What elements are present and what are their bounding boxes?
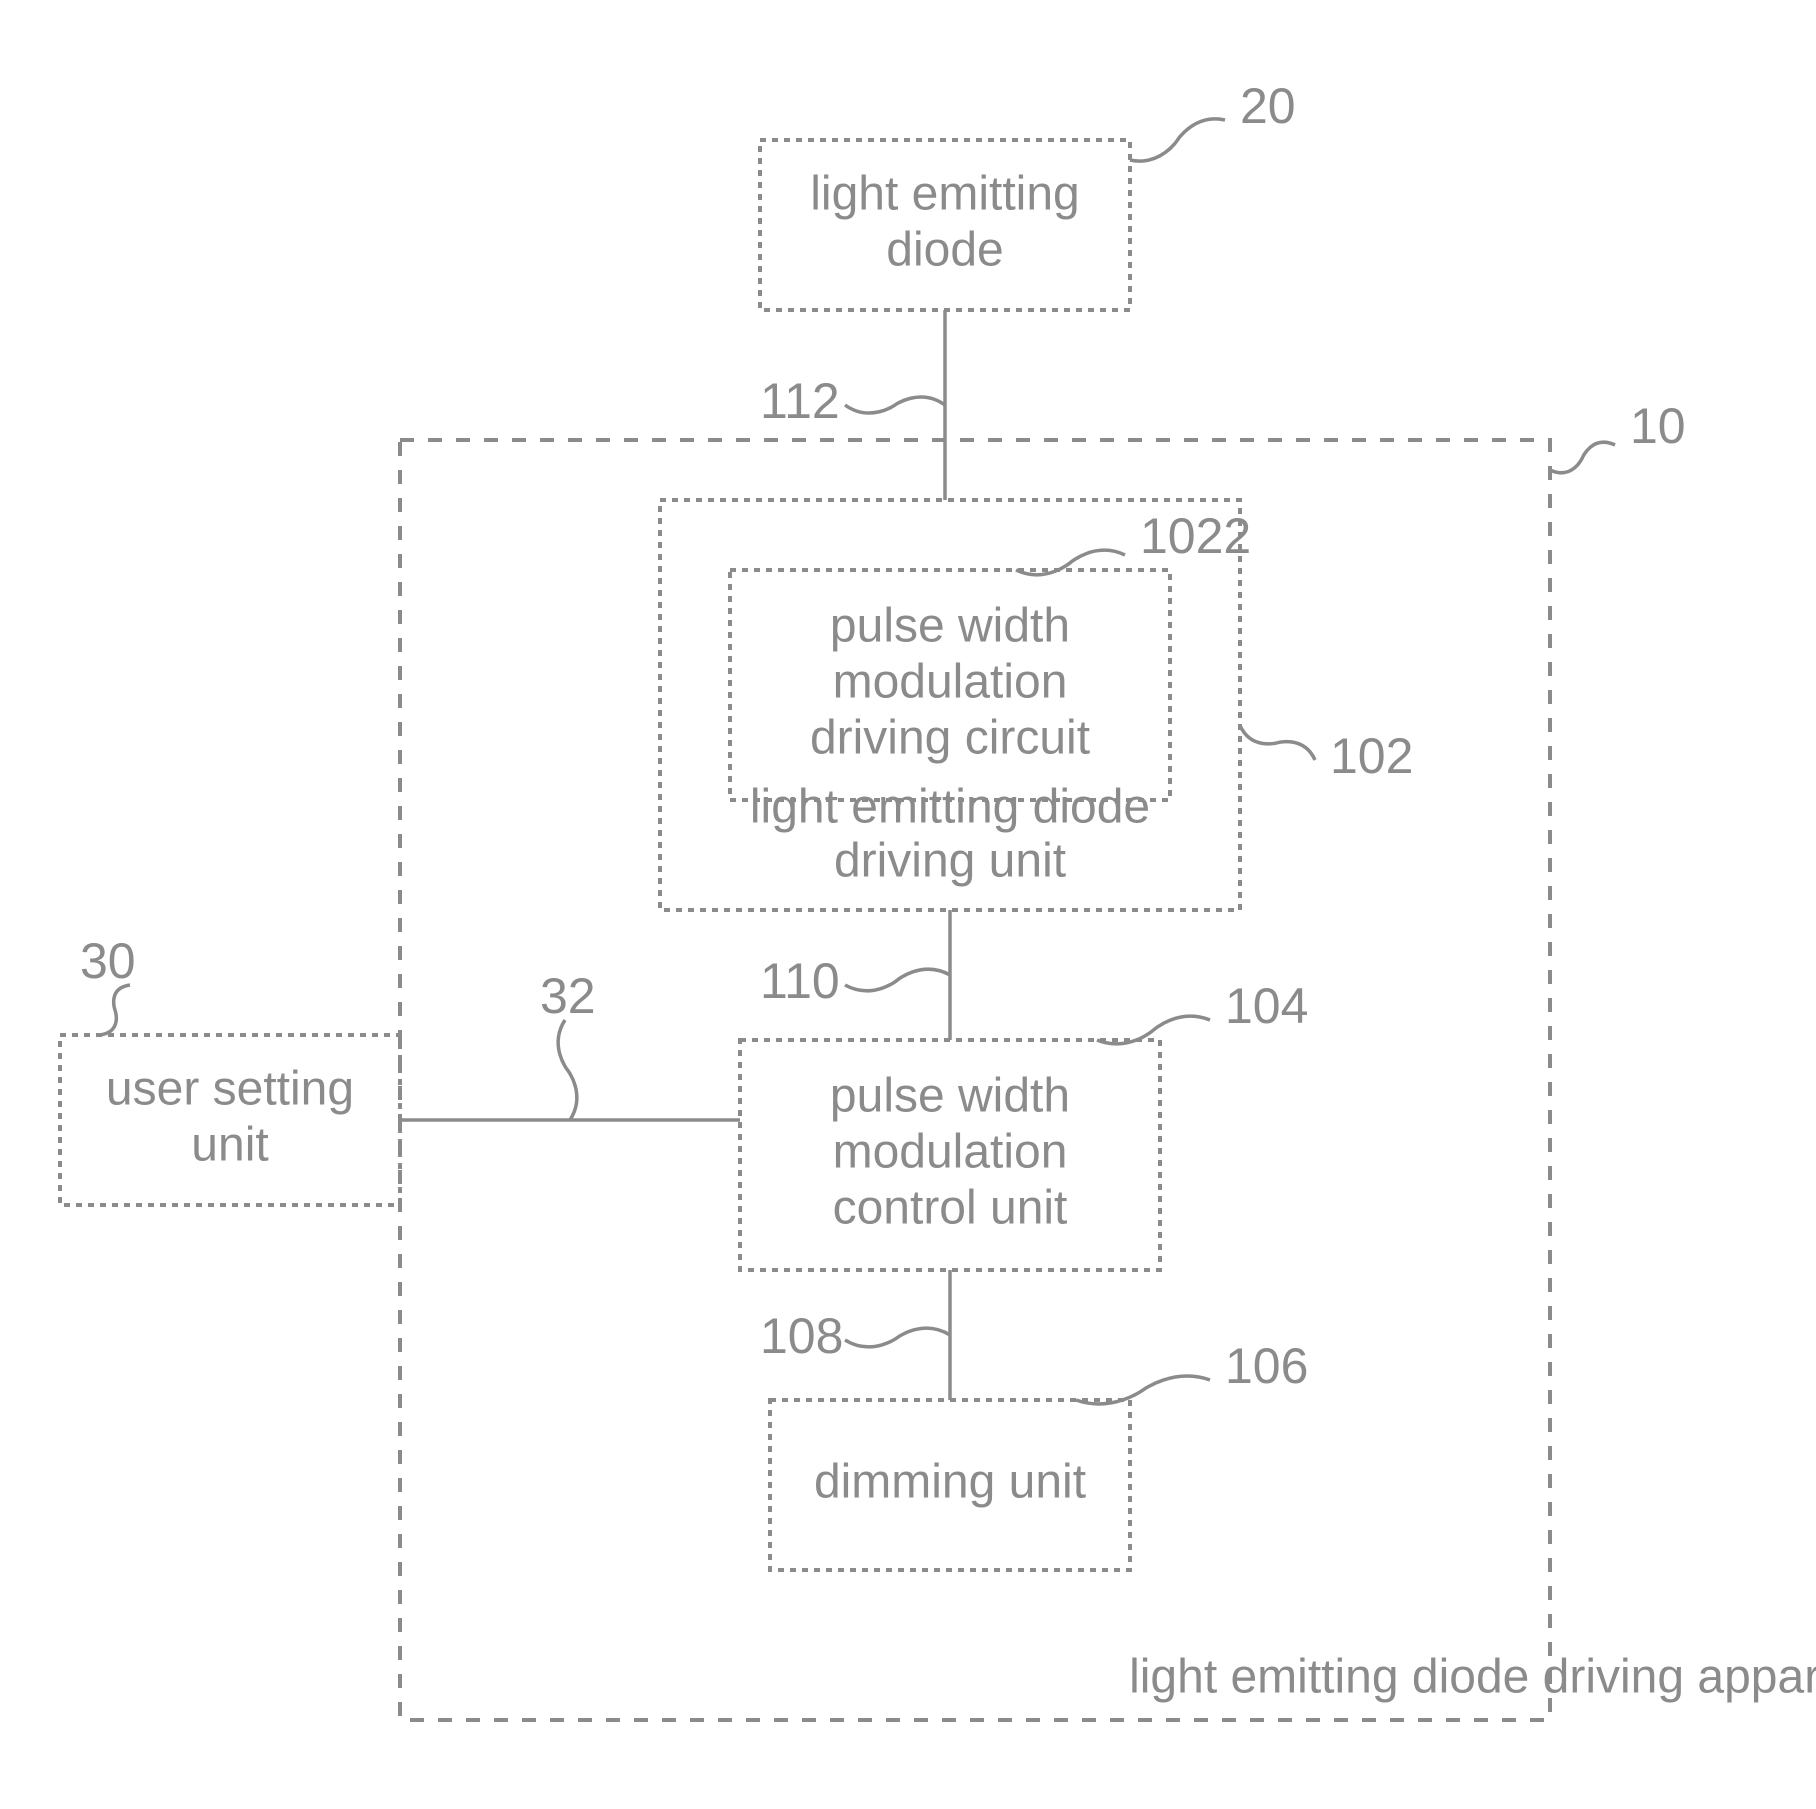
label-user-0: user setting xyxy=(106,1063,354,1116)
ref-106: 106 xyxy=(1225,1338,1308,1394)
label-pwm_ctrl-1: modulation xyxy=(833,1126,1068,1179)
label-driving_unit-1: driving unit xyxy=(834,835,1066,888)
ref-112: 112 xyxy=(760,373,840,429)
ref-110: 110 xyxy=(760,953,840,1009)
ref-30: 30 xyxy=(80,933,136,989)
ref-20: 20 xyxy=(1240,78,1296,134)
label-user-1: unit xyxy=(191,1119,268,1172)
ref-108: 108 xyxy=(760,1308,843,1364)
label-led-1: diode xyxy=(886,224,1003,277)
label-led-0: light emitting xyxy=(810,168,1079,221)
label-dimming-0: dimming unit xyxy=(814,1456,1086,1509)
label-pwm_ctrl-0: pulse width xyxy=(830,1070,1070,1123)
ref-104: 104 xyxy=(1225,978,1308,1034)
ref-10: 10 xyxy=(1630,398,1686,454)
label-pwm_drive-1: modulation xyxy=(833,656,1068,709)
label-pwm_ctrl-2: control unit xyxy=(833,1182,1068,1235)
label-driving_unit-0: light emitting diode xyxy=(750,781,1150,834)
label-apparatus: light emitting diode driving apparatus xyxy=(1129,1651,1816,1704)
ref-32: 32 xyxy=(540,968,596,1024)
ref-1022: 1022 xyxy=(1140,508,1251,564)
label-pwm_drive-0: pulse width xyxy=(830,600,1070,653)
ref-102: 102 xyxy=(1330,728,1413,784)
label-pwm_drive-2: driving circuit xyxy=(810,712,1090,765)
